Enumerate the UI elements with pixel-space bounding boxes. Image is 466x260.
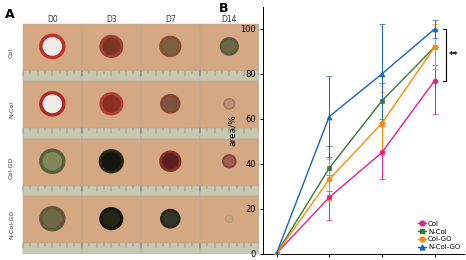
Bar (200, 139, 259, 196)
Bar (200, 196, 259, 254)
Circle shape (220, 38, 238, 55)
Text: D7: D7 (165, 15, 176, 24)
Bar (141, 81, 200, 139)
Bar (200, 243, 259, 254)
Bar (141, 139, 200, 196)
Circle shape (224, 99, 235, 109)
Circle shape (160, 151, 181, 171)
Bar (141, 71, 200, 81)
Text: N-Col: N-Col (9, 101, 14, 119)
Bar (82, 81, 141, 139)
Bar (23, 24, 82, 81)
Bar (82, 243, 141, 254)
Circle shape (43, 95, 62, 113)
Circle shape (226, 215, 233, 222)
Bar (200, 81, 259, 139)
Bar (141, 186, 200, 196)
Bar (141, 196, 200, 254)
Bar (200, 71, 259, 81)
Circle shape (163, 39, 178, 54)
Bar (82, 71, 141, 81)
Circle shape (40, 92, 65, 116)
Text: D0: D0 (47, 15, 58, 24)
Bar (82, 196, 141, 254)
Circle shape (163, 154, 178, 168)
Text: Col-GO: Col-GO (9, 156, 14, 179)
Text: A: A (5, 8, 14, 21)
Circle shape (103, 96, 119, 112)
Circle shape (99, 150, 123, 173)
Circle shape (103, 153, 120, 170)
Circle shape (100, 208, 123, 230)
Circle shape (40, 34, 65, 58)
Circle shape (43, 38, 62, 55)
Circle shape (225, 157, 234, 166)
Circle shape (226, 100, 233, 108)
Bar (141, 128, 200, 139)
Bar (82, 139, 141, 196)
Legend: Col, N-Col, Col-GO, N-Col-GO: Col, N-Col, Col-GO, N-Col-GO (415, 218, 463, 253)
Circle shape (43, 153, 62, 170)
Text: **: ** (448, 51, 458, 60)
Circle shape (161, 95, 180, 113)
Circle shape (103, 211, 119, 226)
Bar (82, 24, 141, 81)
Y-axis label: area/%: area/% (228, 114, 237, 146)
Circle shape (43, 210, 62, 227)
Bar (141, 243, 200, 254)
Bar (23, 243, 82, 254)
Text: D14: D14 (221, 15, 237, 24)
Circle shape (164, 97, 177, 110)
Bar (82, 128, 141, 139)
Text: D3: D3 (106, 15, 116, 24)
Text: N-Col-GO: N-Col-GO (9, 210, 14, 239)
Bar (200, 186, 259, 196)
Circle shape (164, 212, 177, 225)
Bar (200, 24, 259, 81)
Circle shape (223, 40, 236, 53)
Bar (82, 186, 141, 196)
Circle shape (103, 38, 119, 54)
Bar (23, 139, 82, 196)
Bar (23, 71, 82, 81)
Bar (200, 128, 259, 139)
Bar (23, 81, 82, 139)
Circle shape (223, 155, 236, 167)
Bar (23, 186, 82, 196)
Bar (23, 128, 82, 139)
Bar (141, 24, 200, 81)
Text: Col: Col (9, 48, 14, 57)
Circle shape (160, 36, 181, 56)
Text: B: B (219, 2, 229, 15)
Circle shape (226, 216, 232, 221)
Circle shape (40, 149, 65, 173)
Circle shape (40, 207, 65, 231)
Circle shape (161, 210, 180, 228)
Bar (23, 196, 82, 254)
Circle shape (100, 35, 123, 57)
Circle shape (100, 93, 123, 115)
